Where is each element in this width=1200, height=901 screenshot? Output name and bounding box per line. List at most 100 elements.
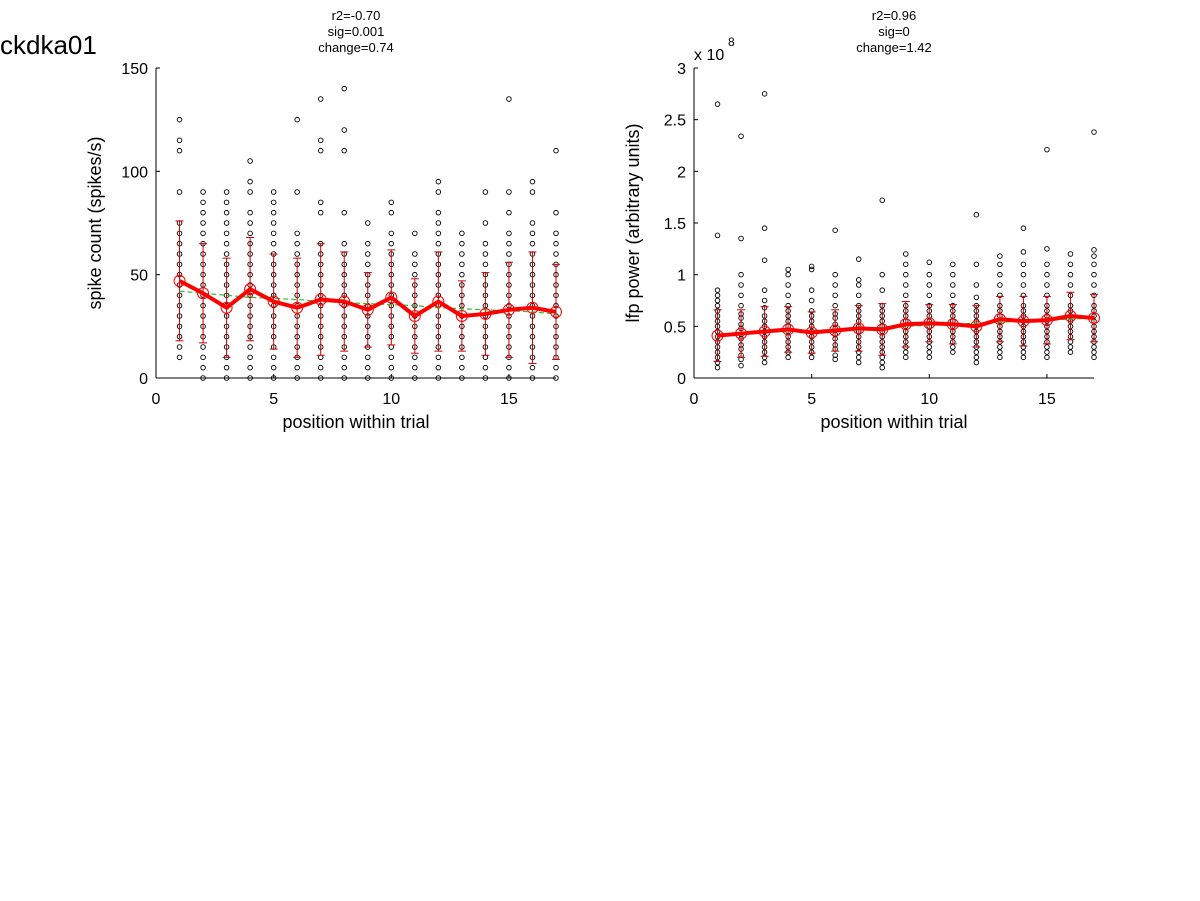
data-point [200, 220, 206, 226]
data-point [714, 292, 721, 299]
x-tick-label: 5 [807, 391, 816, 408]
mean-marker [993, 313, 1006, 326]
data-point [176, 147, 183, 154]
data-point [388, 354, 395, 361]
data-point [247, 230, 253, 237]
mean-marker [899, 318, 912, 331]
data-point [903, 271, 909, 278]
mean-marker [361, 303, 374, 316]
data-point [435, 178, 442, 185]
data-point [412, 364, 418, 371]
data-point [879, 359, 885, 366]
data-point [270, 354, 277, 361]
mean-marker [735, 327, 748, 340]
chart-title-line: sig=0.001 [328, 24, 385, 39]
mean-marker [782, 323, 795, 336]
data-point [950, 261, 956, 268]
data-point [435, 220, 442, 226]
data-point [879, 364, 885, 371]
data-point [738, 282, 744, 288]
data-point [247, 344, 253, 350]
data-point [412, 375, 418, 381]
data-point [832, 271, 838, 278]
data-point [855, 359, 862, 366]
data-point [176, 116, 183, 123]
data-point [506, 364, 512, 371]
data-point [270, 375, 277, 381]
chart-title-line: r2=-0.70 [332, 8, 381, 23]
data-point [341, 209, 347, 216]
data-point [903, 251, 909, 257]
data-point [317, 199, 324, 206]
mean-marker [758, 325, 771, 338]
mean-marker [385, 291, 398, 304]
data-point [1067, 349, 1074, 355]
data-point [761, 225, 768, 231]
data-point [176, 344, 183, 350]
data-point [435, 354, 442, 361]
data-point [270, 209, 277, 216]
data-point [388, 375, 395, 381]
data-point [341, 85, 347, 92]
data-point [506, 375, 512, 381]
data-point [412, 261, 418, 268]
data-point [903, 261, 909, 268]
data-point [388, 230, 395, 237]
y-tick-label: 50 [130, 268, 148, 285]
data-point [176, 354, 183, 361]
data-point [223, 251, 230, 257]
data-point [482, 261, 489, 268]
data-point [365, 375, 371, 381]
data-point [761, 359, 768, 366]
data-point [903, 292, 909, 299]
data-point [247, 158, 253, 164]
y-tick-label: 150 [121, 61, 148, 78]
mean-marker [946, 318, 959, 331]
data-point [223, 364, 230, 371]
data-point [1091, 261, 1097, 268]
data-point [553, 147, 559, 154]
data-point [973, 261, 980, 268]
data-point [714, 232, 721, 239]
data-point [738, 292, 744, 299]
data-point [1020, 271, 1027, 278]
data-point [808, 287, 815, 293]
data-point [459, 354, 465, 361]
mean-marker [455, 310, 468, 322]
data-point [459, 364, 465, 371]
data-point [1091, 271, 1097, 278]
data-point [482, 375, 489, 381]
data-point [482, 220, 489, 226]
data-point [553, 251, 559, 257]
data-point [506, 189, 512, 195]
data-point [365, 354, 371, 361]
data-point [1091, 344, 1097, 350]
data-point [973, 294, 980, 301]
data-point [761, 91, 768, 97]
data-point [553, 364, 559, 371]
data-point [200, 209, 206, 216]
data-point [997, 271, 1003, 278]
data-point [200, 375, 206, 381]
data-point [926, 271, 933, 278]
data-point [903, 282, 909, 288]
data-point [950, 349, 956, 355]
x-tick-label: 0 [690, 391, 699, 408]
mean-line [178, 279, 557, 318]
data-point [223, 220, 230, 226]
fit-line [179, 290, 557, 315]
mean-marker [432, 295, 445, 308]
data-point [785, 271, 791, 278]
data-point [247, 189, 253, 195]
mean-marker [1040, 314, 1053, 327]
data-point [200, 189, 206, 195]
data-point [714, 287, 721, 293]
y-tick-label: 0.5 [664, 319, 686, 336]
data-point [903, 349, 909, 355]
data-point [270, 230, 277, 237]
data-point [435, 364, 442, 371]
data-point [341, 127, 347, 133]
data-point [341, 354, 347, 361]
data-point [855, 256, 862, 262]
data-point [973, 354, 980, 361]
